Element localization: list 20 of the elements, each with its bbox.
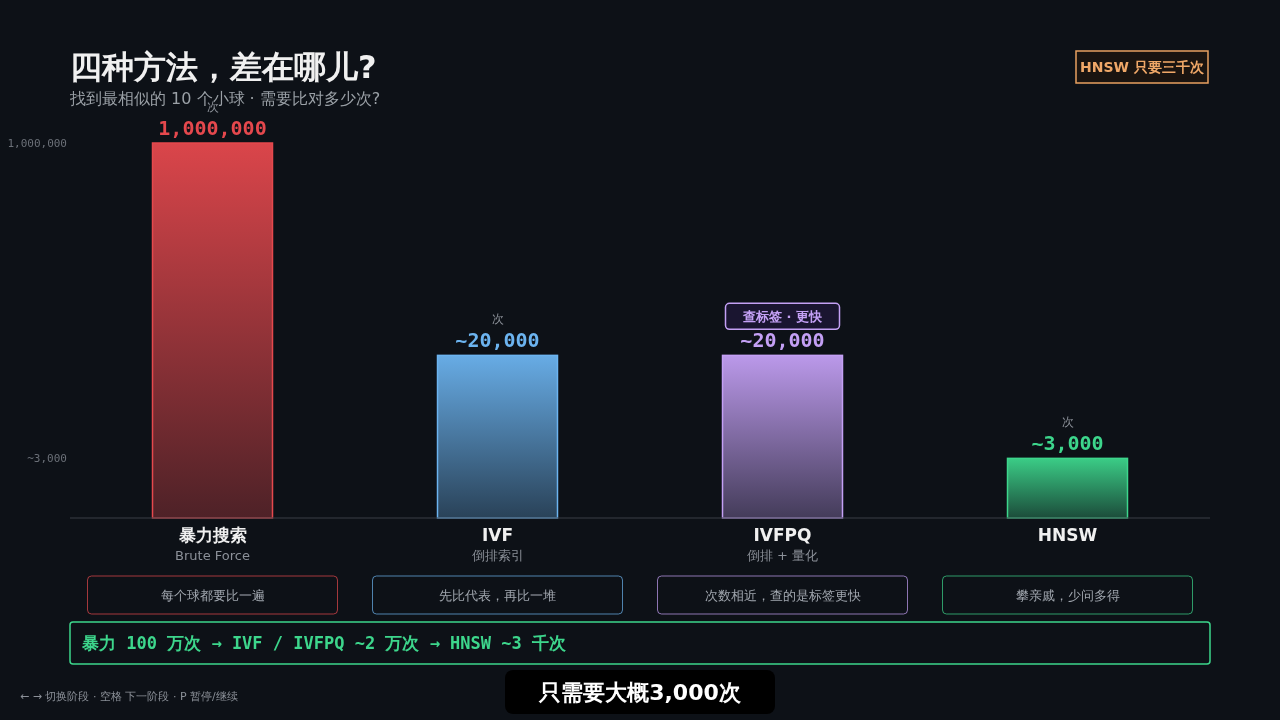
text: 次数相近，查的是标签更快: [704, 588, 861, 603]
text: 只需要大概3,000次: [538, 680, 742, 705]
data-label: ~20,000: [740, 328, 825, 353]
text: 每个球都要比一遍: [160, 588, 265, 603]
data-label: ~3,000: [1031, 431, 1104, 456]
text: ← → 切换阶段 · 空格 下一阶段 · P 暂停/继续: [20, 690, 238, 703]
annotation: 查标签 · 更快: [742, 309, 823, 325]
data-label: ~20,000: [455, 328, 540, 353]
text: 暴力 100 万次 → IVF / IVFPQ ~2 万次 → HNSW ~3 千次: [81, 633, 567, 653]
x-tick-label: IVFPQ 倒排 + 量化: [746, 525, 819, 563]
x-tick-label: IVF 倒排索引: [471, 525, 524, 563]
chart-title: 四种方法，差在哪儿?: [70, 48, 377, 86]
text: 先比代表，再比一堆: [439, 588, 556, 603]
x-tick-label: 暴力搜索 Brute Force: [175, 525, 250, 563]
text: 攀亲戚，少问多得: [1015, 588, 1120, 603]
data-label: 1,000,000: [158, 116, 267, 140]
annotation: 次: [491, 312, 504, 327]
text: HNSW 只要三千次: [1080, 59, 1205, 75]
annotation: 次: [1061, 415, 1074, 430]
x-tick-label: HNSW: [1037, 525, 1098, 545]
